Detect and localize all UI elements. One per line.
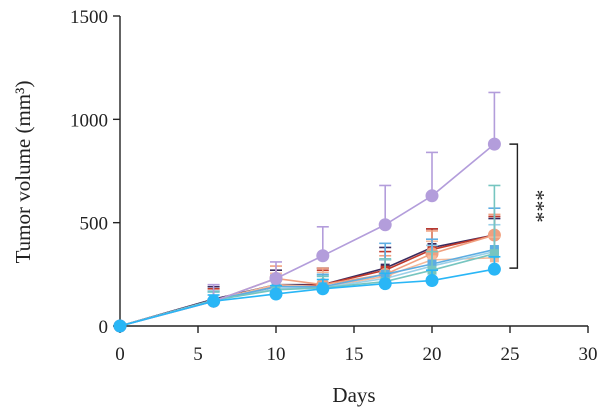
- data-point: [425, 274, 439, 288]
- x-tick-label: 30: [579, 344, 598, 365]
- x-tick-label: 20: [423, 344, 442, 365]
- y-tick-label: 1000: [70, 110, 108, 131]
- y-tick-label: 1500: [70, 7, 108, 28]
- series-9: [113, 255, 501, 333]
- data-point: [316, 282, 330, 296]
- x-axis-title: Days: [332, 383, 375, 407]
- significance-bracket-line: [509, 143, 519, 269]
- series-1: [115, 217, 501, 331]
- data-point: [489, 249, 499, 259]
- data-point: [269, 287, 283, 301]
- series-line: [119, 268, 495, 327]
- data-point: [378, 277, 392, 291]
- data-point: [316, 249, 330, 263]
- x-tick-label: 25: [501, 344, 520, 365]
- significance-bracket: ***: [509, 143, 549, 269]
- data-point: [207, 294, 221, 308]
- series-8: [113, 91, 501, 333]
- significance-label: ***: [524, 190, 549, 223]
- series-layer: [113, 91, 501, 333]
- x-tick-label: 10: [267, 344, 286, 365]
- y-tick-label: 0: [99, 317, 109, 338]
- data-point: [425, 189, 439, 203]
- series-line: [119, 143, 495, 327]
- x-tick-label: 0: [115, 344, 125, 365]
- data-point: [487, 262, 501, 276]
- x-tick-label: 5: [193, 344, 203, 365]
- data-point: [269, 271, 283, 285]
- x-ticks: 0 5 10 15 20 25 30: [115, 326, 598, 365]
- series-3: [113, 213, 501, 333]
- series-2: [115, 215, 501, 331]
- y-tick-label: 500: [80, 214, 109, 235]
- y-axis-title: Tumor volume (mm³): [11, 81, 35, 264]
- data-point: [378, 218, 392, 232]
- x-tick-label: 15: [345, 344, 364, 365]
- data-point: [113, 319, 127, 333]
- data-point: [487, 137, 501, 151]
- series-5: [115, 223, 501, 331]
- series-7: [115, 184, 501, 331]
- y-ticks: 0 500 1000 1500: [70, 7, 120, 338]
